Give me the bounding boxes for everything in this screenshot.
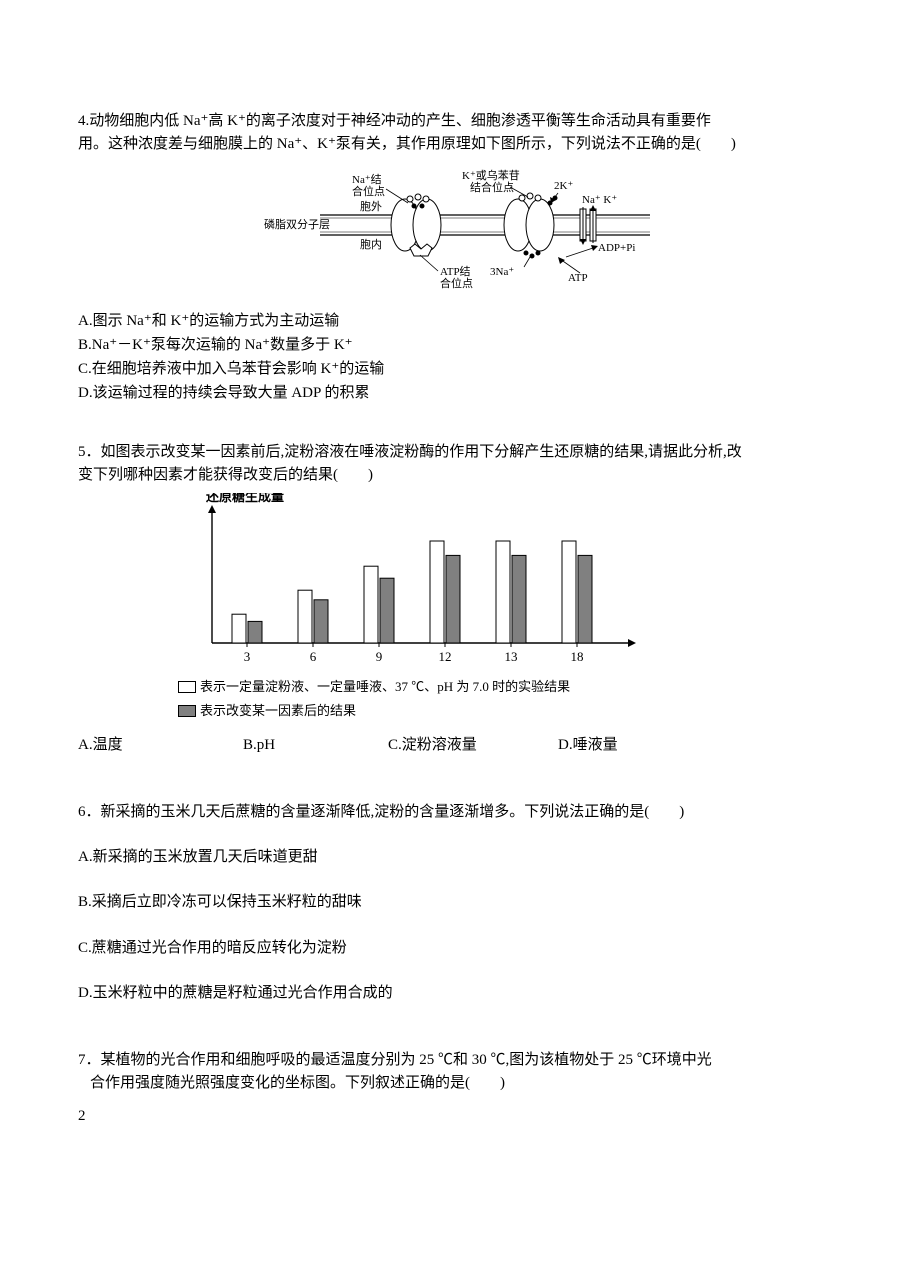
- label-atp: ATP: [568, 272, 588, 284]
- label-3na: 3Na⁺: [490, 266, 514, 278]
- q4-choice-a: A.图示 Na⁺和 K⁺的运输方式为主动运输: [78, 309, 842, 333]
- label-k-ouabain-2: 结合位点: [470, 180, 514, 194]
- q5-choice-a: A.温度: [78, 734, 243, 757]
- q5-choice-d: D.唾液量: [558, 734, 708, 757]
- q4-stem: 4.动物细胞内低 Na⁺高 K⁺的离子浓度对于神经冲动的产生、细胞渗透平衡等生命…: [78, 110, 842, 157]
- q5-chart-wrap: 还原糖生成量时间/分369121318 表示一定量淀粉液、一定量唾液、37 ℃、…: [78, 493, 842, 725]
- legend-control-text: 表示一定量淀粉液、一定量唾液、37 ℃、pH 为 7.0 时的实验结果: [200, 677, 570, 697]
- q6-choices: A.新采摘的玉米放置几天后味道更甜 B.采摘后立即冷冻可以保持玉米籽粒的甜味 C…: [78, 846, 842, 1005]
- label-extracellular: 胞外: [360, 200, 382, 213]
- label-atp-binding-1: ATP结: [440, 265, 471, 278]
- label-adp-pi: ADP+Pi: [598, 242, 635, 254]
- svg-text:9: 9: [376, 649, 383, 664]
- question-7: 7．某植物的光合作用和细胞呼吸的最适温度分别为 25 ℃和 30 ℃,图为该植物…: [78, 1049, 842, 1096]
- label-2k: 2K⁺: [554, 180, 573, 192]
- svg-text:6: 6: [310, 649, 317, 664]
- svg-text:13: 13: [505, 649, 518, 664]
- q6-choice-a: A.新采摘的玉米放置几天后味道更甜: [78, 846, 842, 869]
- swatch-control: [178, 681, 196, 693]
- q4-diagram: Na⁺结 合位点 胞外 磷脂双分子层 胞内 ATP结 合位点 K⁺或乌苯苷 结合…: [78, 163, 842, 301]
- svg-text:还原糖生成量: 还原糖生成量: [205, 493, 284, 504]
- q4-choice-b: B.Na⁺－K⁺泵每次运输的 Na⁺数量多于 K⁺: [78, 333, 842, 357]
- label-k-ouabain-1: K⁺或乌苯苷: [462, 168, 520, 182]
- q5-stem-line1: 5．如图表示改变某一因素前后,淀粉溶液在唾液淀粉酶的作用下分解产生还原糖的结果,…: [78, 444, 742, 460]
- q5-choice-c: C.淀粉溶液量: [388, 734, 558, 757]
- q5-choices: A.温度 B.pH C.淀粉溶液量 D.唾液量: [78, 734, 842, 757]
- svg-text:12: 12: [439, 649, 452, 664]
- q5-stem-line2: 变下列哪种因素才能获得改变后的结果( ): [78, 467, 373, 483]
- q7-stem-line2: 合作用强度随光照强度变化的坐标图。下列叙述正确的是( ): [78, 1075, 505, 1091]
- na-k-pump-diagram: Na⁺结 合位点 胞外 磷脂双分子层 胞内 ATP结 合位点 K⁺或乌苯苷 结合…: [260, 163, 660, 293]
- label-bilayer: 磷脂双分子层: [264, 217, 330, 231]
- question-5: 5．如图表示改变某一因素前后,淀粉溶液在唾液淀粉酶的作用下分解产生还原糖的结果,…: [78, 441, 842, 757]
- q4-stem-line1: 4.动物细胞内低 Na⁺高 K⁺的离子浓度对于神经冲动的产生、细胞渗透平衡等生命…: [78, 113, 711, 129]
- legend-changed-text: 表示改变某一因素后的结果: [200, 701, 356, 721]
- label-na-binding-1: Na⁺结: [352, 173, 382, 186]
- legend-control: 表示一定量淀粉液、一定量唾液、37 ℃、pH 为 7.0 时的实验结果: [178, 677, 638, 697]
- svg-text:3: 3: [244, 649, 251, 664]
- q5-bar-chart: 还原糖生成量时间/分369121318: [178, 493, 638, 673]
- label-atp-binding-2: 合位点: [440, 276, 473, 290]
- legend-changed: 表示改变某一因素后的结果: [178, 701, 638, 721]
- question-6: 6．新采摘的玉米几天后蔗糖的含量逐渐降低,淀粉的含量逐渐增多。下列说法正确的是(…: [78, 801, 842, 1005]
- q6-choice-b: B.采摘后立即冷冻可以保持玉米籽粒的甜味: [78, 891, 842, 914]
- q6-stem: 6．新采摘的玉米几天后蔗糖的含量逐渐降低,淀粉的含量逐渐增多。下列说法正确的是(…: [78, 801, 842, 824]
- q5-stem: 5．如图表示改变某一因素前后,淀粉溶液在唾液淀粉酶的作用下分解产生还原糖的结果,…: [78, 441, 842, 488]
- q5-choice-b: B.pH: [243, 734, 388, 757]
- svg-text:18: 18: [571, 649, 584, 664]
- page-number: 2: [78, 1108, 842, 1125]
- label-na-binding-2: 合位点: [352, 184, 385, 198]
- q4-stem-line2: 用。这种浓度差与细胞膜上的 Na⁺、K⁺泵有关，其作用原理如下图所示，下列说法不…: [78, 136, 736, 152]
- q6-choice-d: D.玉米籽粒中的蔗糖是籽粒通过光合作用合成的: [78, 982, 842, 1005]
- q7-stem: 7．某植物的光合作用和细胞呼吸的最适温度分别为 25 ℃和 30 ℃,图为该植物…: [78, 1049, 842, 1096]
- q6-choice-c: C.蔗糖通过光合作用的暗反应转化为淀粉: [78, 937, 842, 960]
- q5-legend: 表示一定量淀粉液、一定量唾液、37 ℃、pH 为 7.0 时的实验结果 表示改变…: [178, 677, 638, 721]
- label-na-k-right: Na⁺ K⁺: [582, 194, 617, 206]
- q4-choice-d: D.该运输过程的持续会导致大量 ADP 的积累: [78, 381, 842, 405]
- label-intracellular: 胞内: [360, 237, 382, 251]
- question-4: 4.动物细胞内低 Na⁺高 K⁺的离子浓度对于神经冲动的产生、细胞渗透平衡等生命…: [78, 110, 842, 405]
- q7-stem-line1: 7．某植物的光合作用和细胞呼吸的最适温度分别为 25 ℃和 30 ℃,图为该植物…: [78, 1052, 712, 1068]
- q4-choice-c: C.在细胞培养液中加入乌苯苷会影响 K⁺的运输: [78, 357, 842, 381]
- swatch-changed: [178, 705, 196, 717]
- q4-choices: A.图示 Na⁺和 K⁺的运输方式为主动运输 B.Na⁺－K⁺泵每次运输的 Na…: [78, 309, 842, 405]
